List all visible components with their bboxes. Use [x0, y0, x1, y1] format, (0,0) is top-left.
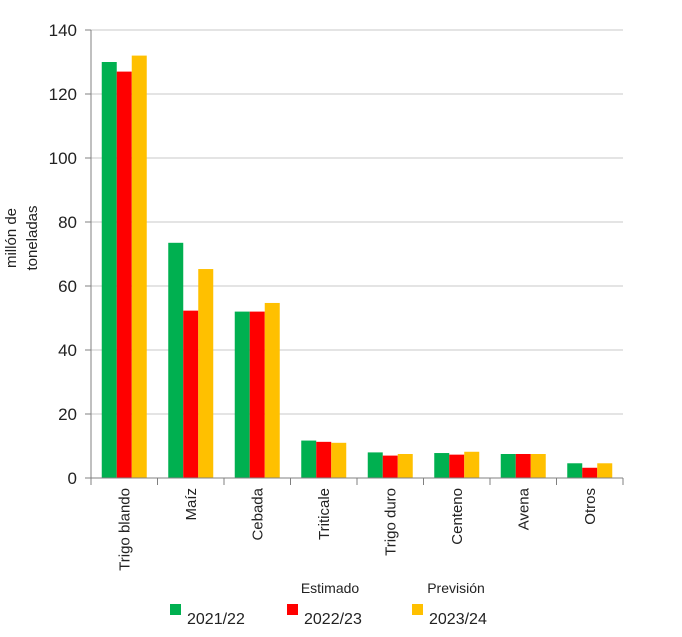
x-tick-label: Trigo blando	[116, 488, 133, 571]
bar-2023-24-6	[530, 454, 546, 478]
x-tick-label: Otros	[582, 488, 599, 525]
bar-2021-22-3	[301, 440, 317, 478]
x-axis-labels: Trigo blando Maíz Cebada Triticale Trigo dur…	[116, 487, 599, 570]
bar-2022-23-1	[183, 310, 199, 478]
bar-2023-24-4	[397, 454, 413, 478]
legend-swatch-2021-22	[170, 604, 181, 615]
bar-2022-23-4	[382, 455, 398, 478]
y-axis-label-line1: millón de	[3, 208, 20, 268]
y-axis-ticks: 0 20 40 60 80 100 120 140	[49, 21, 91, 488]
y-axis-label-line2: toneladas	[24, 205, 41, 270]
bar-2023-24-1	[198, 269, 214, 478]
bar-2023-24-7	[597, 463, 613, 478]
y-tick-label: 100	[49, 149, 77, 168]
x-axis-ticks	[90, 478, 624, 485]
bar-2023-24-5	[464, 451, 480, 478]
y-tick-label: 20	[58, 405, 77, 424]
y-tick-label: 80	[58, 213, 77, 232]
bar-2023-24-2	[264, 302, 280, 478]
legend-annotation-prevision: Previsión	[427, 580, 485, 596]
legend-swatch-2023-24	[412, 604, 423, 615]
y-tick-label: 120	[49, 85, 77, 104]
legend-annotation-estimado: Estimado	[301, 580, 360, 596]
bar-2021-22-7	[567, 463, 583, 478]
x-tick-label: Cebada	[249, 487, 266, 540]
bar-2021-22-6	[500, 454, 516, 478]
y-tick-label: 60	[58, 277, 77, 296]
bar-2021-22-4	[367, 452, 383, 478]
bar-2022-23-3	[316, 441, 332, 478]
legend-swatch-2022-23	[287, 604, 298, 615]
x-tick-label: Avena	[515, 487, 532, 530]
bar-2023-24-3	[331, 442, 347, 478]
y-tick-label: 140	[49, 21, 77, 40]
bar-2023-24-0	[131, 55, 147, 478]
bar-2022-23-7	[582, 467, 598, 478]
bar-2021-22-0	[101, 62, 117, 478]
bar-2022-23-0	[116, 71, 132, 478]
bar-2022-23-5	[449, 454, 465, 478]
bar-2021-22-5	[434, 453, 450, 478]
legend-label-2022-23: 2022/23	[304, 611, 362, 628]
y-tick-label: 40	[58, 341, 77, 360]
x-tick-label: Maíz	[183, 488, 200, 521]
x-tick-label: Centeno	[449, 488, 466, 545]
bar-2022-23-2	[249, 311, 265, 478]
bar-2022-23-6	[515, 454, 531, 478]
bar-2021-22-1	[168, 242, 184, 478]
bar-2021-22-2	[234, 311, 250, 478]
legend-label-2021-22: 2021/22	[187, 611, 245, 628]
bars	[101, 55, 613, 478]
legend: 2021/22 2022/23 2023/24	[170, 604, 487, 628]
x-tick-label: Trigo duro	[382, 488, 399, 556]
y-tick-label: 0	[68, 469, 77, 488]
x-tick-label: Triticale	[316, 488, 333, 540]
legend-label-2023-24: 2023/24	[429, 611, 487, 628]
